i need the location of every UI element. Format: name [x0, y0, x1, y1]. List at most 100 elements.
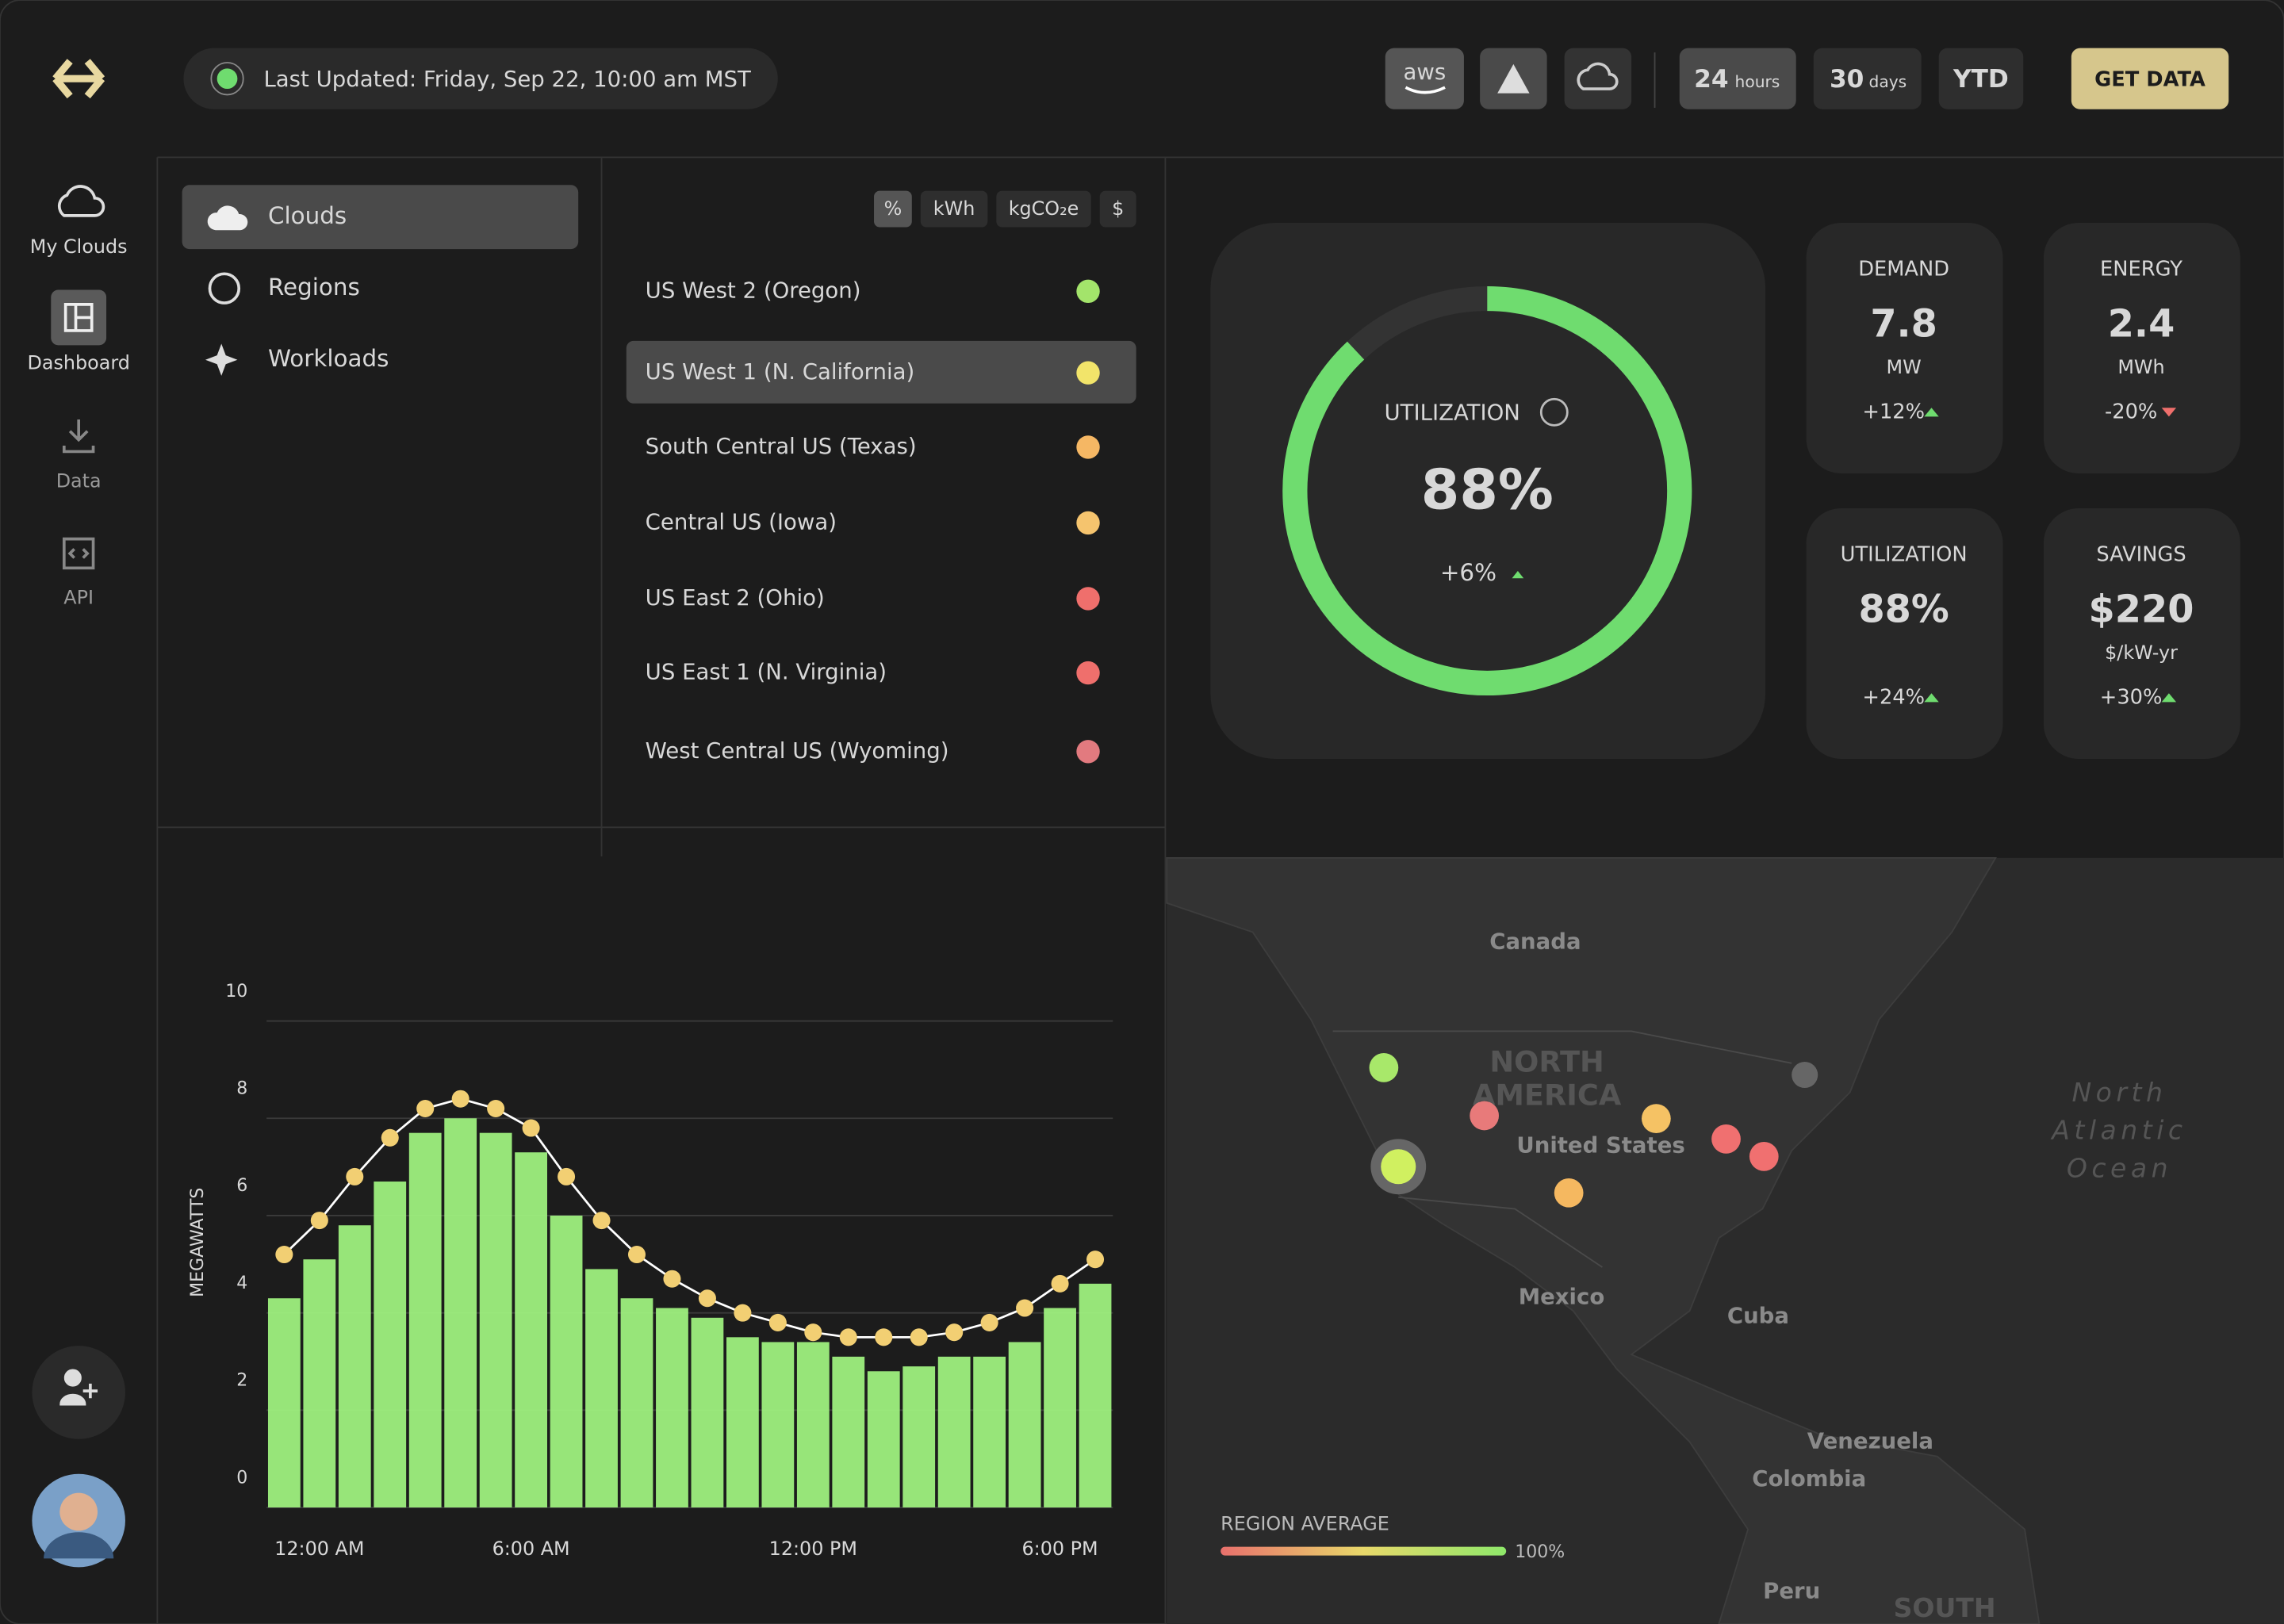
trend-down	[2161, 408, 2177, 417]
line-point	[698, 1289, 716, 1308]
unit-toggle: % kWh kgCO₂e $	[874, 190, 1136, 228]
y-tick-label: 10	[225, 982, 247, 1002]
legend-max: 100%	[1515, 1542, 1565, 1562]
region-marker[interactable]	[1792, 1062, 1818, 1089]
provider-aws[interactable]	[1385, 48, 1464, 109]
unit-button[interactable]	[996, 190, 1091, 228]
line-point	[627, 1246, 646, 1264]
logo[interactable]	[52, 59, 105, 99]
region-name[interactable]: US West 1 (N. California)	[646, 359, 915, 385]
map-label: Peru	[1763, 1579, 1820, 1604]
trend-up	[1512, 571, 1524, 579]
region-marker[interactable]	[1642, 1104, 1671, 1133]
range-value: YTD	[1953, 65, 2009, 94]
info-icon[interactable]	[1539, 397, 1569, 427]
status-dot	[217, 68, 238, 90]
bar	[374, 1182, 407, 1508]
line-point	[663, 1270, 681, 1288]
unit-button[interactable]	[1099, 190, 1136, 228]
metric-title: ENERGY	[2100, 257, 2182, 281]
x-tick-label: 12:00 PM	[769, 1538, 857, 1560]
metric-change: +12%	[1862, 400, 1925, 423]
unit-label: kWh	[933, 197, 975, 220]
trend-up	[1924, 408, 1939, 417]
range-unit: hours	[1735, 72, 1780, 91]
bar	[585, 1269, 618, 1508]
borders	[1332, 1030, 1792, 1268]
line-point	[522, 1119, 540, 1137]
region-marker[interactable]	[1711, 1124, 1741, 1154]
nav-label[interactable]: Data	[56, 469, 102, 492]
line-point	[1051, 1274, 1069, 1293]
metric-title: DEMAND	[1858, 257, 1949, 281]
x-tick-label: 6:00 AM	[492, 1538, 570, 1560]
metric-value: 88%	[1858, 588, 1949, 631]
region-name[interactable]: South Central US (Texas)	[646, 434, 917, 459]
nav-label[interactable]: API	[63, 586, 94, 608]
metric-unit: $/kW-yr	[2105, 642, 2178, 664]
range-30d[interactable]	[1813, 48, 1922, 109]
provider-aws-label: aws	[1403, 59, 1446, 85]
map-label: SOUTH	[1894, 1592, 1996, 1623]
region-marker[interactable]	[1369, 1052, 1399, 1082]
menu-active[interactable]	[182, 185, 579, 250]
metric-cards: DEMAND 7.8 MW +12% ENERGY 2.4 MWh -20% UTILIZATI…	[1806, 223, 2240, 759]
region-marker[interactable]	[1554, 1178, 1584, 1208]
region-dot	[1076, 435, 1100, 459]
line-point	[310, 1212, 328, 1230]
region-name[interactable]: US East 2 (Ohio)	[646, 585, 825, 611]
utilization-change: +6%	[1440, 559, 1496, 586]
trend-up	[1924, 693, 1939, 703]
bar	[973, 1356, 1006, 1508]
range-24h[interactable]	[1679, 48, 1796, 109]
azure-icon	[1497, 63, 1530, 94]
bar	[303, 1259, 336, 1508]
region-list: US West 2 (Oregon) US West 1 (N. Californ…	[626, 278, 1136, 764]
map-label: Venezuela	[1807, 1428, 1933, 1454]
region-marker[interactable]	[1749, 1142, 1779, 1171]
utilization-label: UTILIZATION	[1385, 400, 1520, 426]
map: Canada NORTH AMERICA United States Mexic…	[1166, 856, 2284, 1624]
region-name[interactable]: West Central US (Wyoming)	[646, 738, 949, 764]
region-name[interactable]: Central US (Iowa)	[646, 509, 837, 534]
line-point	[734, 1304, 752, 1322]
metric-title: UTILIZATION	[1841, 542, 1968, 566]
menu-item[interactable]: Clouds	[268, 202, 347, 229]
region-marker[interactable]	[1381, 1149, 1416, 1185]
region-name[interactable]: US East 1 (N. Virginia)	[646, 660, 887, 685]
region-name[interactable]: US West 2 (Oregon)	[646, 278, 861, 303]
region-dot	[1076, 361, 1100, 385]
bar	[444, 1118, 477, 1508]
nav-label[interactable]: Dashboard	[27, 352, 129, 374]
map-label: Ocean	[2067, 1152, 2172, 1183]
unit-button[interactable]	[874, 190, 912, 228]
unit-label: kgCO₂e	[1009, 197, 1079, 220]
add-user-button[interactable]	[32, 1346, 125, 1439]
unit-button[interactable]	[920, 190, 988, 228]
cloud-icon[interactable]	[57, 185, 105, 217]
metric-change: +24%	[1862, 685, 1925, 709]
region-dot	[1076, 279, 1100, 304]
dashboard-glyph	[63, 303, 94, 332]
menu-item[interactable]: Workloads	[268, 345, 389, 372]
menu-item[interactable]: Regions	[268, 274, 360, 301]
nav-label[interactable]: My Clouds	[30, 236, 128, 258]
y-tick-label: 4	[236, 1274, 247, 1293]
metric-value: $220	[2089, 588, 2194, 631]
api-icon[interactable]	[62, 537, 95, 570]
region-active[interactable]	[626, 340, 1136, 404]
range-ytd[interactable]	[1938, 48, 2024, 109]
bar	[408, 1132, 442, 1508]
bar	[1008, 1342, 1041, 1508]
provider-gcp[interactable]	[1564, 48, 1632, 109]
map-label: Cuba	[1727, 1303, 1789, 1328]
line-point	[980, 1313, 998, 1331]
line-point	[558, 1167, 576, 1185]
line-point	[945, 1323, 964, 1342]
bar	[761, 1342, 795, 1508]
data-icon[interactable]	[62, 419, 95, 454]
line-point	[1016, 1299, 1034, 1317]
region-marker[interactable]	[1470, 1101, 1499, 1131]
get-data-button[interactable]	[2071, 48, 2229, 109]
